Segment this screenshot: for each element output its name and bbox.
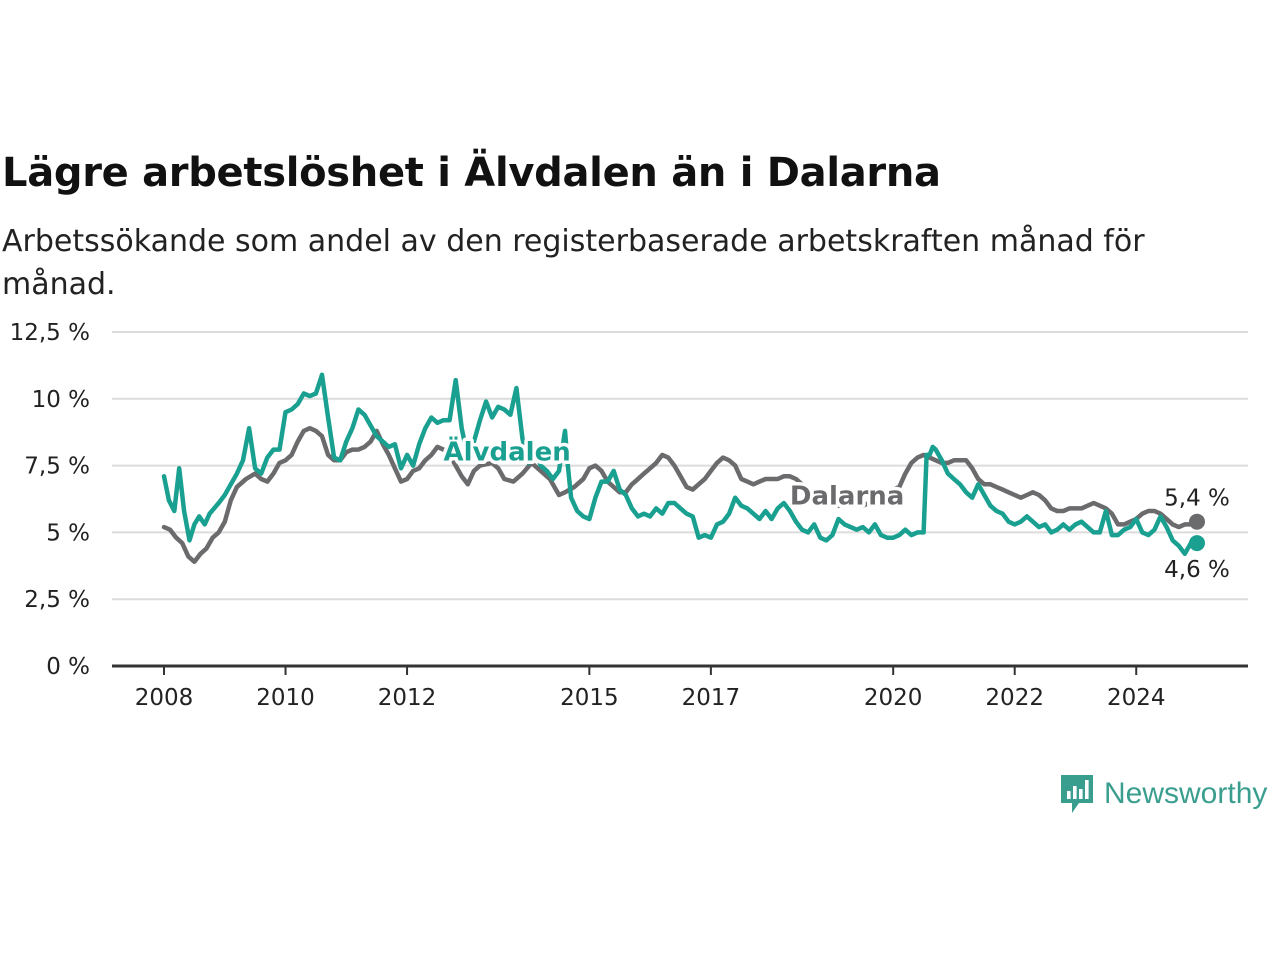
y-tick-label: 7,5 %: [24, 454, 90, 480]
y-tick-label: 0 %: [46, 654, 90, 680]
chart-subtitle: Arbetssökande som andel av den registerb…: [2, 224, 1145, 302]
gridlines: [112, 331, 1248, 601]
newsworthy-logo-icon: [1061, 775, 1093, 813]
newsworthy-brand[interactable]: Newsworthy: [1058, 772, 1267, 816]
end-label-dalarna: 5,4 %: [1164, 486, 1230, 512]
x-tick-label: 2015: [560, 685, 619, 710]
y-tick-label: 12,5 %: [10, 320, 90, 346]
y-tick-label: 10 %: [32, 387, 90, 413]
series-label-dalarna: Dalarna: [790, 481, 904, 511]
y-tick-label: 5 %: [46, 520, 90, 546]
x-tick-label: 2010: [256, 685, 315, 710]
chart-title: Lägre arbetslöshet i Älvdalen än i Dalar…: [2, 150, 941, 196]
series-end-point: [1189, 513, 1205, 530]
x-tick-label: 2020: [864, 685, 923, 710]
x-tick-label: 2024: [1107, 685, 1166, 710]
series-labels: Dalarna Älvdalen 5,4 % 4,6 %: [440, 432, 1232, 586]
series-line-alvdalen: [161, 372, 1200, 557]
x-tick-label: 2017: [682, 685, 741, 710]
series-end-point: [1189, 535, 1205, 552]
series-label-alvdalen: Älvdalen: [444, 435, 571, 467]
x-axis: 2008 2010 2012 2015 2017 2020 2022 2024: [112, 664, 1248, 710]
series-line-dalarna: [161, 425, 1200, 565]
x-tick-label: 2022: [985, 685, 1044, 710]
y-tick-label: 2,5 %: [24, 587, 90, 613]
end-label-alvdalen: 4,6 %: [1164, 557, 1230, 583]
line-chart: 0 %2,5 %5 %7,5 %10 %12,5 % 2008 2010 2012 2…: [10, 320, 1248, 710]
y-axis-ticks: 0 % 2,5 % 5 % 7,5 % 10 % 12,5 %: [10, 320, 90, 680]
x-tick-label: 2008: [135, 685, 194, 710]
x-tick-label: 2012: [378, 685, 437, 710]
brand-name: Newsworthy: [1104, 777, 1268, 810]
series-lines: [161, 372, 1205, 565]
